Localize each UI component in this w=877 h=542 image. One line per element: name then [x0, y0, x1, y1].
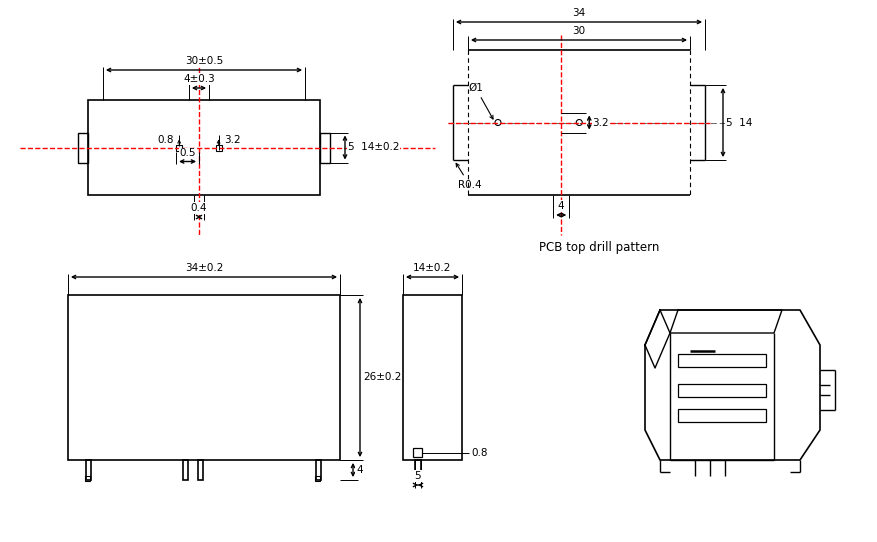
- Text: 5  14±0.2: 5 14±0.2: [347, 143, 399, 152]
- Bar: [412, 448, 422, 457]
- Bar: [415, 460, 420, 480]
- Text: R0.4: R0.4: [456, 163, 481, 190]
- Text: 0.5: 0.5: [179, 149, 196, 158]
- Bar: [216, 145, 221, 151]
- Bar: [182, 460, 188, 480]
- Bar: [319, 132, 330, 163]
- Text: 3.2: 3.2: [225, 135, 241, 145]
- Bar: [198, 460, 203, 480]
- Text: 34±0.2: 34±0.2: [184, 263, 223, 273]
- Text: 5: 5: [414, 471, 421, 481]
- Text: 0.4: 0.4: [190, 203, 207, 213]
- Text: 4: 4: [355, 465, 362, 475]
- Text: Ø1: Ø1: [467, 82, 493, 119]
- Text: 4: 4: [557, 201, 564, 211]
- Text: 14±0.2: 14±0.2: [413, 263, 451, 273]
- Bar: [86, 460, 91, 480]
- Bar: [677, 384, 765, 397]
- Bar: [677, 353, 765, 366]
- Bar: [85, 476, 90, 481]
- Bar: [176, 145, 182, 151]
- Text: 4±0.3: 4±0.3: [183, 74, 215, 84]
- Text: 30±0.5: 30±0.5: [185, 56, 223, 66]
- Text: 0.8: 0.8: [158, 135, 174, 145]
- Bar: [88, 100, 319, 195]
- Bar: [677, 409, 765, 422]
- Bar: [315, 476, 319, 481]
- Bar: [403, 295, 461, 460]
- Text: PCB top drill pattern: PCB top drill pattern: [538, 241, 659, 254]
- Bar: [316, 460, 321, 480]
- Text: 3.2: 3.2: [592, 118, 608, 127]
- Text: 5  14: 5 14: [725, 118, 752, 127]
- Text: 0.8: 0.8: [470, 448, 487, 457]
- Bar: [78, 132, 88, 163]
- Text: 26±0.2: 26±0.2: [362, 372, 401, 383]
- Text: 34: 34: [572, 8, 585, 18]
- Bar: [68, 295, 339, 460]
- Text: 30: 30: [572, 26, 585, 36]
